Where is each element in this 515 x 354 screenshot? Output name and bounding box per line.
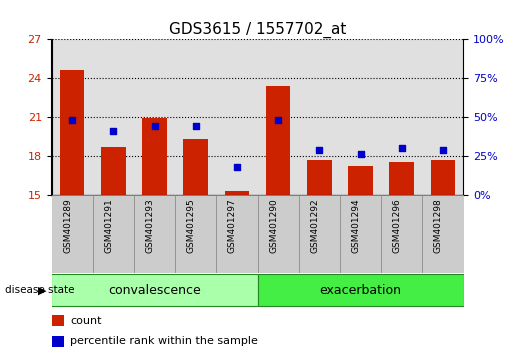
Text: count: count: [70, 316, 101, 326]
Point: [356, 152, 365, 157]
Bar: [175, 39, 216, 195]
Bar: [60, 70, 84, 195]
Bar: [216, 39, 258, 195]
Text: GSM401297: GSM401297: [228, 199, 237, 253]
Bar: [225, 191, 249, 195]
Bar: [52, 315, 64, 326]
Bar: [431, 160, 455, 195]
Bar: [422, 39, 464, 195]
Point: [68, 117, 76, 123]
Bar: [216, 195, 258, 273]
Bar: [299, 195, 340, 273]
Text: GSM401292: GSM401292: [311, 199, 319, 253]
Text: GSM401295: GSM401295: [187, 199, 196, 253]
Text: disease state: disease state: [5, 285, 75, 295]
Point: [192, 123, 200, 129]
Text: GSM401294: GSM401294: [352, 199, 360, 253]
Text: GSM401291: GSM401291: [105, 199, 113, 253]
Bar: [307, 160, 332, 195]
Point: [398, 145, 406, 151]
Bar: [381, 195, 422, 273]
Bar: [142, 118, 167, 195]
Bar: [348, 166, 373, 195]
Bar: [134, 39, 175, 195]
Text: ▶: ▶: [38, 285, 46, 295]
Bar: [381, 39, 422, 195]
Bar: [299, 39, 340, 195]
Bar: [258, 274, 464, 306]
Text: percentile rank within the sample: percentile rank within the sample: [70, 336, 258, 346]
Point: [109, 128, 117, 134]
Point: [439, 147, 447, 152]
Bar: [93, 195, 134, 273]
Bar: [175, 195, 216, 273]
Bar: [258, 195, 299, 273]
Bar: [52, 39, 93, 195]
Point: [315, 147, 323, 152]
Bar: [52, 274, 258, 306]
Point: [233, 164, 241, 170]
Text: GSM401296: GSM401296: [393, 199, 402, 253]
Point: [150, 123, 159, 129]
Bar: [389, 162, 414, 195]
Bar: [93, 39, 134, 195]
Text: GSM401290: GSM401290: [269, 199, 278, 253]
Bar: [183, 139, 208, 195]
Bar: [52, 195, 93, 273]
Title: GDS3615 / 1557702_at: GDS3615 / 1557702_at: [169, 21, 346, 38]
Text: GSM401289: GSM401289: [63, 199, 72, 253]
Bar: [134, 195, 175, 273]
Point: [274, 117, 282, 123]
Text: GSM401293: GSM401293: [146, 199, 154, 253]
Text: convalescence: convalescence: [108, 284, 201, 297]
Text: exacerbation: exacerbation: [319, 284, 402, 297]
Bar: [258, 39, 299, 195]
Bar: [340, 195, 381, 273]
Bar: [422, 195, 464, 273]
Text: GSM401298: GSM401298: [434, 199, 443, 253]
Bar: [266, 86, 290, 195]
Bar: [101, 147, 126, 195]
Bar: [52, 336, 64, 347]
Bar: [340, 39, 381, 195]
